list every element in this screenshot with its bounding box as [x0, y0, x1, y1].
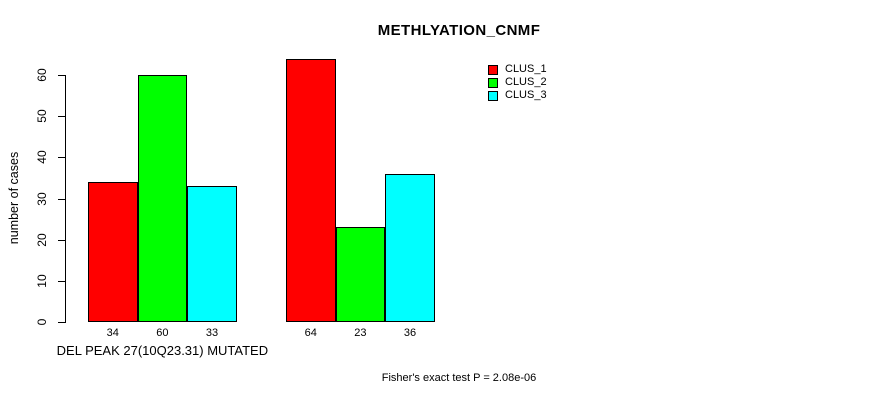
y-axis-tick: [58, 322, 65, 323]
legend-item-label: CLUS_1: [505, 63, 547, 75]
y-axis-tick: [58, 116, 65, 118]
y-tick-label: 60: [35, 68, 49, 82]
y-axis-tick: [58, 280, 65, 282]
y-axis-tick: [58, 157, 65, 159]
legend-item-label: CLUS_2: [505, 76, 547, 88]
legend-swatch-icon: [488, 64, 498, 75]
bar-value-label: 23: [354, 327, 367, 339]
y-tick-label: 30: [35, 191, 49, 206]
y-tick-label: 20: [35, 232, 49, 247]
chart-title: METHLYATION_CNMF: [377, 22, 541, 39]
y-axis-tick: [58, 198, 65, 200]
bar-group2-clus_3: [385, 173, 435, 322]
bar-group2-clus_1: [286, 58, 336, 322]
bar-group1-clus_3: [187, 186, 237, 322]
y-axis-line: [65, 75, 66, 323]
legend: CLUS_1 CLUS_2 CLUS_3: [488, 63, 547, 102]
bar-value-label: 33: [205, 327, 219, 339]
y-tick-label: 10: [35, 274, 49, 288]
bar-value-label: 36: [403, 327, 417, 339]
stat-annotation: Fisher's exact test P = 2.08e-06: [381, 372, 537, 384]
y-tick-label: 50: [35, 109, 49, 123]
bar-group1-clus_2: [137, 75, 188, 322]
y-tick-label: 40: [35, 150, 49, 165]
legend-swatch-icon: [488, 77, 498, 88]
y-axis-label: number of cases: [7, 151, 21, 245]
legend-item-clus_1: CLUS_1: [488, 63, 547, 76]
y-axis-tick: [58, 75, 65, 76]
legend-swatch-icon: [488, 90, 498, 101]
y-tick-label: 0: [35, 318, 49, 326]
bar-value-label: 34: [106, 327, 119, 339]
bar-group1-clus_1: [88, 182, 138, 322]
legend-item-clus_3: CLUS_3: [488, 89, 547, 102]
bar-value-label: 64: [304, 327, 317, 339]
legend-item-clus_2: CLUS_2: [488, 76, 547, 89]
y-axis-tick: [58, 239, 65, 241]
bar-group2-clus_2: [335, 227, 386, 322]
bar-value-label: 60: [156, 327, 169, 339]
legend-item-label: CLUS_3: [505, 89, 547, 101]
x-category-label: DEL PEAK 27(10Q23.31) MUTATED: [56, 343, 269, 358]
